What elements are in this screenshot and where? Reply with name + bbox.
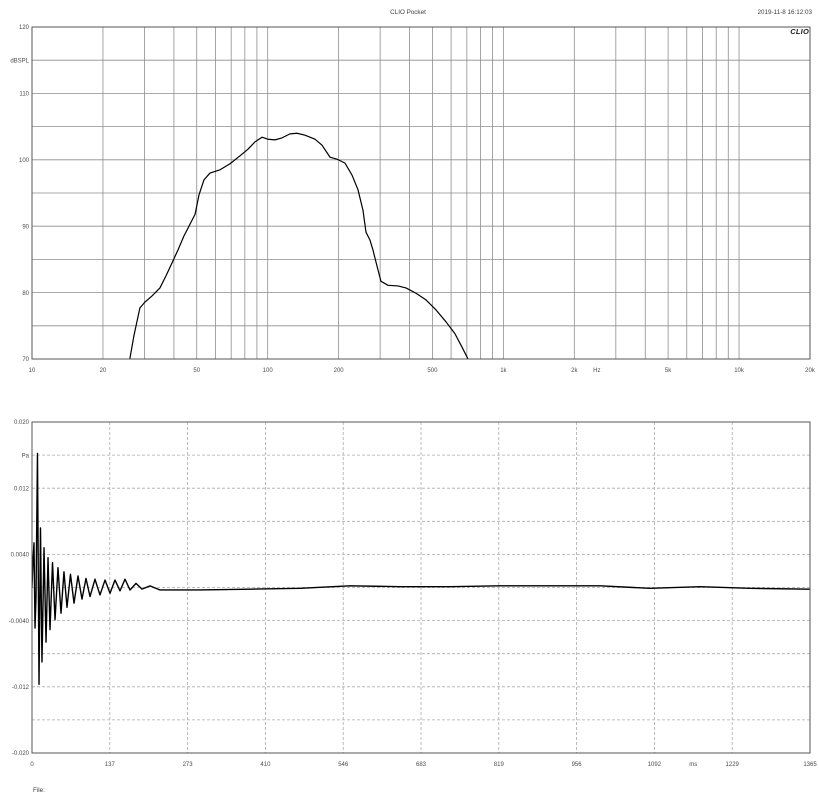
x-tick-label: 50 xyxy=(193,368,200,374)
plot-frame xyxy=(31,421,811,754)
y-tick-label: 120 xyxy=(19,25,30,31)
x-tick-label: 1229 xyxy=(726,762,740,768)
x-tick-label: 500 xyxy=(427,368,438,374)
impulse-response-curve xyxy=(32,452,810,686)
impulse-response-chart: 0 137 273 410 546 683 819 956 1092 1229 1365 0.020 0… xyxy=(9,420,818,768)
y-axis-unit-label: dBSPL xyxy=(10,58,29,64)
grid xyxy=(32,27,810,359)
y-tick-label: 90 xyxy=(22,224,29,230)
x-tick-label: 2k xyxy=(571,368,578,374)
clio-logo: CLIO xyxy=(790,27,809,36)
report-title: CLIO Pocket xyxy=(390,9,426,16)
x-tick-label: 5k xyxy=(665,368,672,374)
y-tick-label: -0.0040 xyxy=(9,619,30,625)
y-tick-label: 110 xyxy=(19,92,29,98)
y-tick-label: 0.0040 xyxy=(11,553,30,559)
y-tick-label: 80 xyxy=(22,291,29,297)
x-axis-unit-label: Hz xyxy=(593,368,600,374)
frequency-response-chart: 10 20 50 100 200 500 1k 2k 5k 10k 20k 120 110 100 90 80… xyxy=(10,25,816,374)
x-tick-label: 1092 xyxy=(648,762,662,768)
x-tick-label: 1k xyxy=(500,368,507,374)
x-tick-label: 100 xyxy=(263,368,274,374)
y-axis-unit-label: Pa xyxy=(22,453,30,459)
y-tick-label: 0.020 xyxy=(14,420,30,426)
report-timestamp: 2019-11-8 16:12:03 xyxy=(757,9,812,16)
x-tick-label: 20k xyxy=(805,368,816,374)
y-tick-label: 70 xyxy=(22,357,29,363)
file-label: File: xyxy=(33,787,45,794)
x-tick-label: 683 xyxy=(416,762,427,768)
x-tick-label: 10k xyxy=(734,368,745,374)
x-tick-label: 819 xyxy=(494,762,505,768)
x-tick-label: 10 xyxy=(29,368,36,374)
x-tick-label: 20 xyxy=(100,368,107,374)
x-tick-label: 410 xyxy=(260,762,271,768)
y-tick-label: 0.012 xyxy=(14,486,30,492)
grid xyxy=(32,422,810,753)
x-axis-unit-label: ms xyxy=(689,762,697,768)
x-tick-label: 137 xyxy=(105,762,116,768)
x-tick-label: 1365 xyxy=(803,762,817,768)
y-tick-label: -0.020 xyxy=(12,751,30,757)
x-tick-label: 200 xyxy=(334,368,345,374)
plot-frame xyxy=(31,26,811,360)
frequency-response-curve xyxy=(129,132,469,359)
x-tick-label: 546 xyxy=(338,762,349,768)
x-tick-label: 0 xyxy=(30,762,34,768)
x-tick-label: 956 xyxy=(572,762,583,768)
x-tick-label: 273 xyxy=(183,762,194,768)
y-tick-label: 100 xyxy=(19,158,30,164)
y-tick-label: -0.012 xyxy=(12,685,30,691)
